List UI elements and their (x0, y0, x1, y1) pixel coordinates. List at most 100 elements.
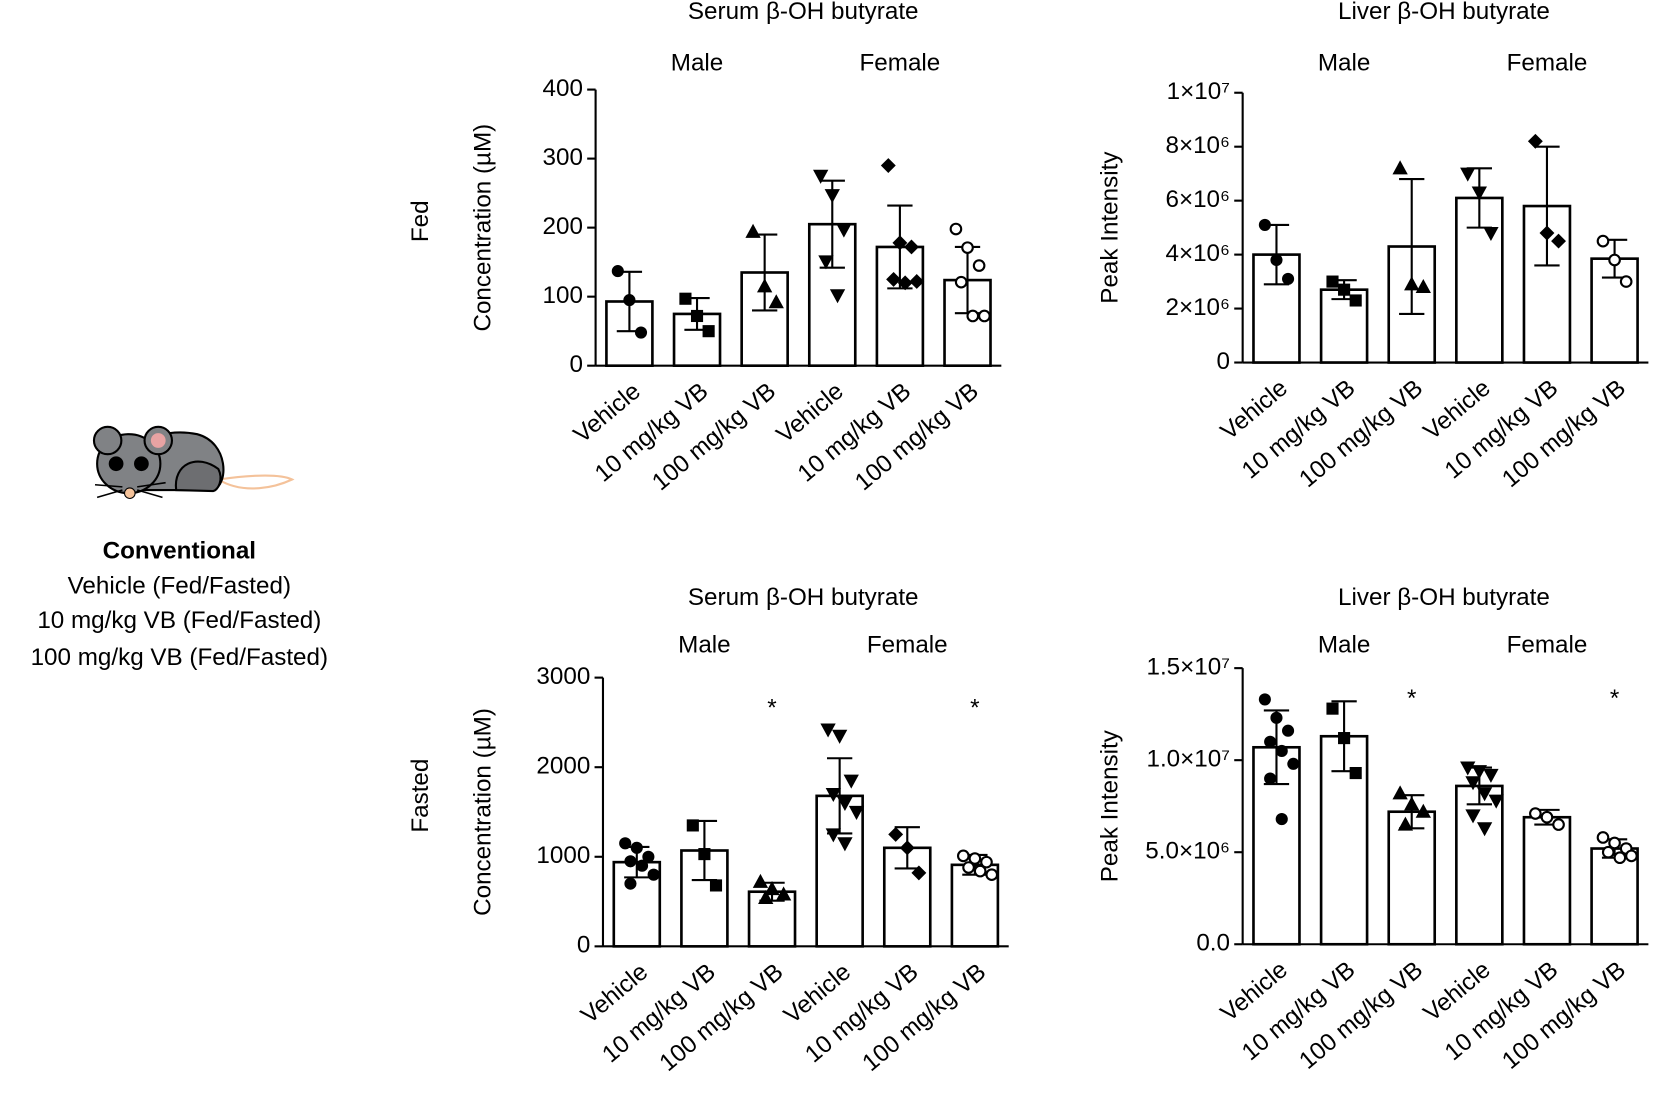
y-axis-label: Concentration (µM) (469, 708, 496, 916)
data-point (1476, 787, 1493, 802)
y-tick-label: 400 (543, 75, 583, 102)
data-point (1601, 845, 1615, 859)
data-point (949, 222, 963, 236)
y-tick-label: 300 (543, 144, 583, 171)
data-point (911, 865, 927, 881)
chart-title: Serum β-OH butyrate (688, 0, 919, 25)
y-tick-label: 1000 (536, 842, 590, 869)
data-point (1529, 807, 1542, 820)
bar (1455, 784, 1504, 946)
group-label: Male (1318, 631, 1371, 658)
data-point (1465, 809, 1481, 824)
data-point (1527, 133, 1543, 149)
data-point (1270, 253, 1283, 267)
data-point (824, 189, 840, 204)
data-point (752, 873, 769, 888)
data-point (1415, 803, 1431, 818)
data-point (962, 861, 975, 874)
significance: * (970, 695, 980, 722)
data-point (768, 294, 784, 309)
chart-title: Liver β-OH butyrate (1338, 0, 1550, 25)
data-point (1258, 218, 1271, 231)
data-point (829, 289, 846, 304)
chart-title: Serum β-OH butyrate (688, 584, 919, 611)
data-point (813, 169, 829, 184)
data-point (1460, 761, 1476, 776)
data-point (980, 855, 993, 869)
data-point (690, 309, 704, 323)
data-point (634, 326, 648, 339)
data-point (880, 158, 896, 173)
group-line: Vehicle (Fed/Fasted) (68, 572, 291, 599)
error-bar (1399, 178, 1425, 316)
data-point (745, 223, 761, 238)
y-tick-label: 3000 (536, 663, 590, 690)
data-point (635, 859, 649, 872)
data-point (956, 849, 970, 863)
data-point (1460, 167, 1476, 182)
data-point (775, 886, 792, 901)
y-axis-label: Concentration (µM) (469, 124, 496, 332)
error-bar (1534, 145, 1560, 267)
data-point (837, 837, 853, 852)
data-point (820, 723, 836, 738)
y-tick-label: 2000 (536, 753, 590, 780)
data-point (831, 729, 848, 744)
y-axis-label: Peak Intensity (1096, 729, 1123, 882)
data-point (892, 235, 908, 251)
data-point (825, 788, 841, 803)
y-axis-label: Peak Intensity (1096, 151, 1123, 304)
y-tick-label: 0.0 (1196, 930, 1230, 957)
row-label: Fasted (407, 759, 434, 833)
data-point (756, 278, 773, 293)
y-tick-label: 2×10⁶ (1165, 294, 1230, 321)
bar (1387, 810, 1437, 946)
data-point (978, 309, 991, 323)
chart-title: Liver β-OH butyrate (1338, 584, 1550, 611)
data-point (1552, 818, 1565, 831)
data-point (1613, 851, 1627, 865)
data-point (1539, 225, 1555, 241)
data-point (1282, 272, 1295, 285)
data-point (897, 275, 913, 291)
data-point (1258, 693, 1271, 706)
data-point (966, 309, 980, 323)
data-point (679, 292, 692, 305)
group-label: Female (860, 50, 941, 77)
data-point (1270, 711, 1283, 724)
group-label: Female (867, 631, 948, 658)
data-point (1404, 276, 1420, 291)
data-point (630, 841, 643, 854)
data-point (968, 852, 982, 865)
data-point (686, 819, 699, 832)
data-point (837, 796, 853, 812)
data-point (1264, 772, 1277, 785)
y-tick-label: 6×10⁶ (1165, 186, 1230, 213)
y-tick-label: 100 (543, 282, 583, 309)
group-label: Male (678, 631, 731, 658)
data-point (973, 864, 987, 878)
y-tick-label: 1.5×10⁷ (1146, 654, 1230, 681)
data-point (1471, 765, 1487, 780)
data-point (1287, 757, 1300, 770)
data-point (1338, 732, 1351, 745)
data-point (1349, 294, 1362, 307)
data-point (709, 879, 723, 892)
data-point (1540, 810, 1554, 824)
group-label: Male (1318, 50, 1371, 77)
data-point (1282, 724, 1295, 737)
data-point (899, 840, 915, 856)
y-tick-label: 0 (569, 351, 582, 378)
data-point (1471, 186, 1487, 201)
data-point (954, 275, 968, 289)
data-point (909, 274, 925, 289)
data-point (1465, 776, 1481, 791)
y-tick-label: 200 (543, 213, 583, 240)
data-point (1397, 816, 1414, 831)
data-point (702, 325, 715, 338)
y-tick-label: 0 (577, 932, 590, 959)
data-point (1392, 160, 1408, 175)
bar (1522, 815, 1572, 946)
data-point (836, 223, 852, 238)
